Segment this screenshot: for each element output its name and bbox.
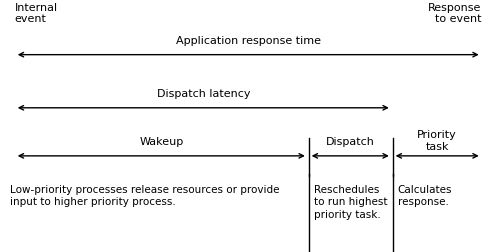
Text: Calculates
response.: Calculates response. — [398, 184, 452, 207]
Text: Dispatch latency: Dispatch latency — [157, 88, 250, 98]
Text: Application response time: Application response time — [176, 35, 321, 45]
Text: Reschedules
to run highest
priority task.: Reschedules to run highest priority task… — [314, 184, 387, 219]
Text: Dispatch: Dispatch — [326, 136, 374, 146]
Text: Priority
task: Priority task — [417, 130, 457, 151]
Text: Internal
event: Internal event — [15, 3, 58, 24]
Text: Wakeup: Wakeup — [139, 136, 183, 146]
Text: Low-priority processes release resources or provide
input to higher priority pro: Low-priority processes release resources… — [10, 184, 280, 207]
Text: Response
to event: Response to event — [428, 3, 482, 24]
